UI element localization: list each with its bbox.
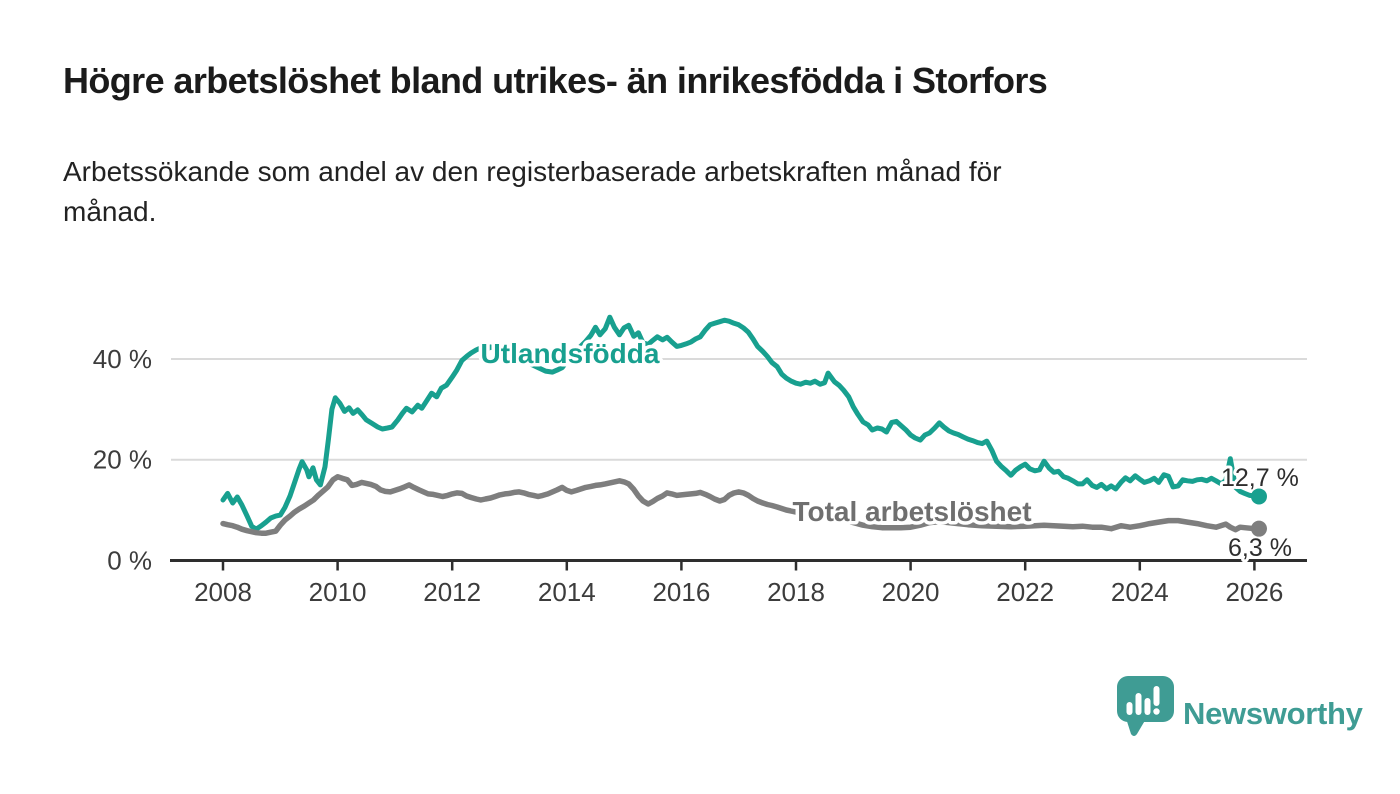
- y-tick-label-40: 40 %: [93, 344, 152, 374]
- line-series-0: [220, 314, 1262, 532]
- x-tick-label-2008: 2008: [194, 577, 252, 607]
- x-tick-label-2016: 2016: [652, 577, 710, 607]
- newsworthy-bubble-chart-icon: [1117, 676, 1174, 736]
- logo-exclamation-bar: [1153, 686, 1160, 706]
- series-lines: [220, 314, 1262, 536]
- page-title: Högre arbetslöshet bland utrikes- än inr…: [63, 60, 1048, 101]
- y-tick-label-20: 20 %: [93, 445, 152, 475]
- page-subtitle: Arbetssökande som andel av den registerb…: [63, 152, 1002, 232]
- logo-bar-3: [1144, 698, 1151, 715]
- x-tick-label-2022: 2022: [996, 577, 1054, 607]
- x-axis-labels: 2008 2010 2012 2014 2016 2018 2020 2022 2024 2026: [194, 577, 1283, 607]
- end-value-label-total: 6,3 %: [1228, 534, 1292, 562]
- x-tick-label-2026: 2026: [1225, 577, 1283, 607]
- x-tick-label-2012: 2012: [423, 577, 481, 607]
- logo-bar-1: [1126, 702, 1133, 715]
- end-dot-series-1: [1250, 520, 1267, 537]
- x-axis: [170, 559, 1307, 571]
- newsworthy-logo: Newsworthy: [1117, 676, 1364, 736]
- x-tick-label-2010: 2010: [309, 577, 367, 607]
- x-tick-label-2018: 2018: [767, 577, 825, 607]
- logo-bar-2: [1135, 693, 1142, 715]
- newsworthy-wordmark: Newsworthy: [1183, 696, 1364, 731]
- line-series-1: [220, 474, 1262, 536]
- subtitle-line-1: Arbetssökande som andel av den registerb…: [63, 156, 1002, 187]
- x-tick-label-2014: 2014: [538, 577, 596, 607]
- x-tick-label-2024: 2024: [1111, 577, 1169, 607]
- series-label-total-arbetsloshet: Total arbetslöshet: [792, 496, 1031, 527]
- subtitle-line-2: månad.: [63, 196, 157, 227]
- series-label-utlandsfodda: Utlandsfödda: [481, 338, 660, 369]
- gridlines: [171, 358, 1307, 461]
- x-tick-label-2020: 2020: [882, 577, 940, 607]
- y-tick-label-0: 0 %: [107, 545, 152, 575]
- logo-exclamation-dot: [1153, 708, 1160, 715]
- y-axis-labels: 40 % 20 % 0 %: [93, 344, 152, 575]
- end-value-label-utlandsfodda: 12,7 %: [1221, 464, 1299, 492]
- series-end-dots: [1250, 488, 1267, 537]
- end-dot-series-0: [1250, 488, 1267, 505]
